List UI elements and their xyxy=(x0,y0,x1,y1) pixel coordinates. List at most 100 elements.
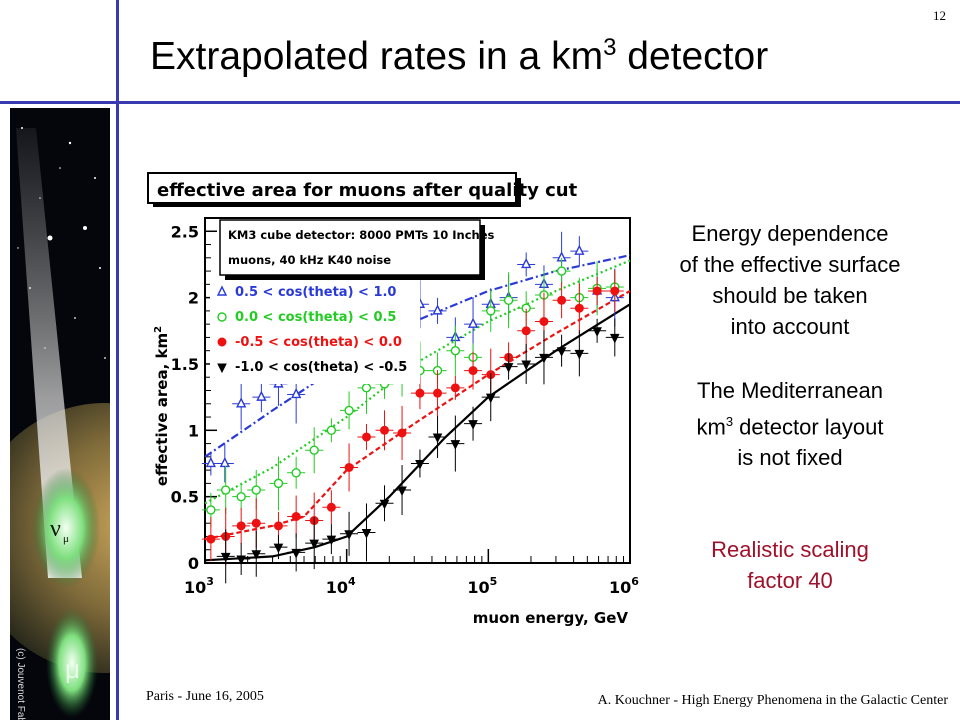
data-point-marker xyxy=(557,295,567,305)
y-tick-label: 0.5 xyxy=(171,488,199,507)
fit-curve xyxy=(204,303,631,562)
data-point-marker xyxy=(556,347,567,357)
note2-line-2-end: detector layout xyxy=(733,414,884,440)
data-point xyxy=(499,272,518,329)
note2-line-1: The Mediterranean xyxy=(697,378,883,403)
data-point xyxy=(340,391,359,430)
data-point-marker xyxy=(273,521,283,531)
data-point-marker xyxy=(432,433,443,444)
data-point xyxy=(428,415,447,458)
data-point-marker xyxy=(397,428,407,438)
note-realistic-scaling: Realistic scaling factor 40 xyxy=(650,534,930,596)
data-point-marker xyxy=(219,456,230,468)
legend-entry: -1.0 < cos(theta) < -0.5 xyxy=(217,360,407,375)
slide-title: Extrapolated rates in a km3 detector xyxy=(150,34,940,79)
data-point-marker xyxy=(503,363,514,373)
legend-label: 0.0 < cos(theta) < 0.5 xyxy=(235,310,396,325)
data-point-marker xyxy=(450,383,460,393)
y-tick-label: 0 xyxy=(188,554,199,573)
mu-symbol: μ xyxy=(65,654,80,684)
data-point-marker xyxy=(432,304,443,315)
note1-line-1: Energy dependence xyxy=(691,221,889,246)
y-tick-label: 2 xyxy=(188,289,199,308)
legend-label: -1.0 < cos(theta) < -0.5 xyxy=(235,360,407,375)
data-point-marker xyxy=(468,420,478,430)
data-point xyxy=(216,466,235,515)
data-point xyxy=(570,283,589,334)
data-point-marker xyxy=(217,312,227,322)
data-point-marker xyxy=(397,486,407,497)
y-axis-label-sup: 2 xyxy=(153,326,164,333)
neutrino-space-image: ν μ μ (c) Jouvenot Fabrice xyxy=(10,108,110,720)
data-point xyxy=(570,330,589,377)
data-point-marker xyxy=(521,360,531,371)
data-point xyxy=(499,353,518,380)
data-point-marker xyxy=(556,266,567,276)
footer-author: A. Kouchner - High Energy Phenomena in t… xyxy=(597,693,948,708)
legend-label: 0.5 < cos(theta) < 1.0 xyxy=(235,285,396,300)
legend-entry: 0.0 < cos(theta) < 0.5 xyxy=(217,310,396,325)
data-point xyxy=(464,351,483,390)
data-point-marker xyxy=(273,478,284,489)
data-point xyxy=(305,427,324,474)
data-point-marker xyxy=(236,397,247,408)
data-point xyxy=(517,343,536,384)
note2-km: km xyxy=(696,414,726,440)
title-end: detector xyxy=(616,35,769,78)
data-point xyxy=(605,269,624,312)
data-point-marker xyxy=(609,333,620,344)
data-point-marker xyxy=(221,485,231,495)
note1-line-3: should be taken xyxy=(712,283,868,308)
data-point-marker xyxy=(574,244,585,255)
fit-curve xyxy=(204,254,631,458)
data-point xyxy=(201,492,220,527)
data-point-marker xyxy=(486,306,496,316)
data-point-marker xyxy=(539,317,549,326)
data-point-marker xyxy=(521,326,531,336)
vertical-divider xyxy=(116,0,119,720)
data-point-marker xyxy=(610,286,620,296)
effective-area-chart: effective area for muons after quality c… xyxy=(145,168,645,640)
data-point-marker xyxy=(361,383,372,393)
legend-box xyxy=(210,280,420,384)
data-point-marker xyxy=(592,286,602,296)
legend-entry: -0.5 < cos(theta) < 0.0 xyxy=(217,335,402,350)
data-point xyxy=(340,443,359,492)
space-illustration: ν μ μ (c) Jouvenot Fabrice xyxy=(10,108,110,720)
data-point xyxy=(446,375,465,400)
data-point xyxy=(375,485,394,522)
data-point-marker xyxy=(256,390,267,401)
data-point-marker xyxy=(361,432,371,442)
chart-title: effective area for muons after quality c… xyxy=(157,180,578,201)
data-point-marker xyxy=(273,543,284,554)
data-point xyxy=(552,258,571,285)
y-tick-label: 1.5 xyxy=(171,355,199,374)
data-point-marker xyxy=(251,550,262,560)
data-point-marker xyxy=(592,327,602,337)
page-number: 12 xyxy=(933,8,946,23)
data-point-marker xyxy=(450,345,461,356)
data-point xyxy=(232,543,251,576)
data-point xyxy=(232,483,251,510)
data-point-marker xyxy=(291,468,301,478)
data-point xyxy=(305,517,324,570)
data-point-marker xyxy=(236,555,246,566)
data-point xyxy=(252,382,271,413)
chart-svg: effective area for muons after quality c… xyxy=(145,168,645,640)
data-point-marker xyxy=(217,363,227,374)
data-point-marker xyxy=(236,491,246,502)
data-point xyxy=(570,236,589,267)
data-point-marker xyxy=(291,512,301,522)
note3-line-2: factor 40 xyxy=(747,568,833,593)
data-point xyxy=(605,318,624,357)
data-point xyxy=(375,410,394,451)
nu-symbol: ν xyxy=(50,516,61,542)
data-point-marker xyxy=(379,499,390,510)
data-point xyxy=(269,456,288,511)
data-point xyxy=(517,252,536,277)
data-point xyxy=(287,533,306,572)
horizontal-divider xyxy=(0,101,960,104)
data-point xyxy=(588,318,607,343)
footer-date: Paris - June 16, 2005 xyxy=(146,689,264,704)
data-point-marker xyxy=(326,535,337,546)
